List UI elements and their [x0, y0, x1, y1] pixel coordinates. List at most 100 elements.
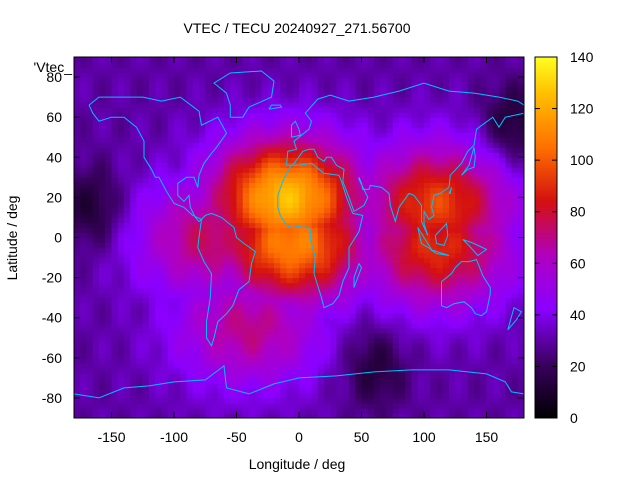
heatmap-cell: [399, 402, 406, 409]
heatmap-cell: [480, 372, 488, 379]
heatmap-cell: [99, 312, 106, 319]
heatmap-cell: [74, 342, 81, 349]
heatmap-cell: [149, 402, 156, 409]
heatmap-cell: [499, 312, 506, 319]
heatmap-cell: [405, 267, 413, 274]
heatmap-cell: [274, 167, 281, 173]
heatmap-cell: [461, 377, 469, 384]
heatmap-cell: [261, 162, 269, 168]
heatmap-cell: [455, 247, 463, 254]
heatmap-cell: [92, 297, 100, 304]
heatmap-cell: [336, 412, 344, 418]
heatmap-cell: [111, 92, 119, 98]
heatmap-cell: [249, 227, 256, 234]
heatmap-cell: [261, 407, 269, 414]
heatmap-cell: [405, 142, 413, 148]
heatmap-cell: [499, 207, 506, 214]
heatmap-cell: [192, 117, 200, 123]
heatmap-cell: [424, 147, 431, 153]
heatmap-cell: [155, 202, 163, 209]
heatmap-cell: [149, 397, 156, 404]
heatmap-cell: [336, 237, 344, 244]
heatmap-cell: [74, 302, 81, 309]
heatmap-cell: [186, 92, 194, 98]
heatmap-cell: [249, 222, 256, 229]
heatmap-cell: [92, 142, 100, 148]
heatmap-cell: [330, 127, 338, 133]
heatmap-cell: [386, 337, 394, 344]
heatmap-cell: [392, 362, 400, 369]
heatmap-cell: [336, 387, 344, 394]
heatmap-cell: [242, 287, 250, 294]
heatmap-cell: [117, 352, 125, 359]
heatmap-cell: [186, 317, 194, 324]
heatmap-cell: [274, 347, 281, 354]
heatmap-cell: [130, 177, 138, 183]
heatmap-cell: [417, 112, 425, 118]
heatmap-cell: [330, 62, 338, 68]
heatmap-cell: [149, 117, 156, 123]
heatmap-cell: [417, 412, 425, 418]
heatmap-cell: [267, 127, 275, 133]
heatmap-cell: [467, 162, 475, 168]
heatmap-cell: [455, 362, 463, 369]
heatmap-cell: [86, 187, 94, 193]
heatmap-cell: [480, 122, 488, 128]
heatmap-cell: [311, 167, 319, 173]
heatmap-cell: [124, 267, 131, 274]
heatmap-cell: [261, 107, 269, 113]
heatmap-cell: [355, 232, 363, 239]
heatmap-cell: [230, 387, 238, 394]
heatmap-cell: [255, 162, 263, 168]
heatmap-cell: [149, 192, 156, 198]
heatmap-cell: [492, 302, 500, 309]
heatmap-cell: [430, 167, 438, 173]
heatmap-cell: [261, 292, 269, 299]
heatmap-cell: [461, 292, 469, 299]
heatmap-cell: [342, 257, 350, 264]
heatmap-cell: [486, 237, 494, 244]
heatmap-cell: [336, 312, 344, 319]
heatmap-cell: [311, 407, 319, 414]
heatmap-cell: [336, 247, 344, 254]
heatmap-cell: [499, 97, 506, 103]
heatmap-cell: [136, 162, 144, 168]
heatmap-cell: [199, 237, 206, 244]
heatmap-cell: [292, 62, 300, 68]
heatmap-cell: [386, 317, 394, 324]
heatmap-cell: [155, 112, 163, 118]
heatmap-cell: [224, 382, 231, 389]
heatmap-cell: [92, 77, 100, 83]
heatmap-cell: [467, 142, 475, 148]
heatmap-cell: [499, 337, 506, 344]
heatmap-cell: [155, 412, 163, 418]
heatmap-cell: [80, 252, 88, 259]
heatmap-cell: [474, 372, 481, 379]
heatmap-cell: [492, 377, 500, 384]
heatmap-cell: [436, 282, 444, 289]
heatmap-cell: [399, 182, 406, 188]
heatmap-cell: [80, 257, 88, 264]
heatmap-cell: [274, 342, 281, 349]
heatmap-cell: [124, 387, 131, 394]
heatmap-cell: [242, 67, 250, 73]
heatmap-cell: [117, 282, 125, 289]
heatmap-cell: [217, 92, 225, 98]
heatmap-cell: [211, 132, 219, 138]
heatmap-cell: [105, 172, 113, 178]
heatmap-cell: [86, 237, 94, 244]
heatmap-cell: [399, 102, 406, 108]
heatmap-cell: [305, 87, 313, 93]
heatmap-cell: [349, 192, 356, 198]
heatmap-cell: [349, 92, 356, 98]
heatmap-cell: [455, 167, 463, 173]
heatmap-cell: [480, 287, 488, 294]
heatmap-cell: [205, 112, 213, 118]
heatmap-cell: [211, 217, 219, 224]
heatmap-cell: [342, 352, 350, 359]
heatmap-cell: [411, 317, 419, 324]
heatmap-cell: [261, 277, 269, 284]
heatmap-cell: [124, 202, 131, 209]
heatmap-cell: [349, 142, 356, 148]
heatmap-cell: [86, 322, 94, 329]
